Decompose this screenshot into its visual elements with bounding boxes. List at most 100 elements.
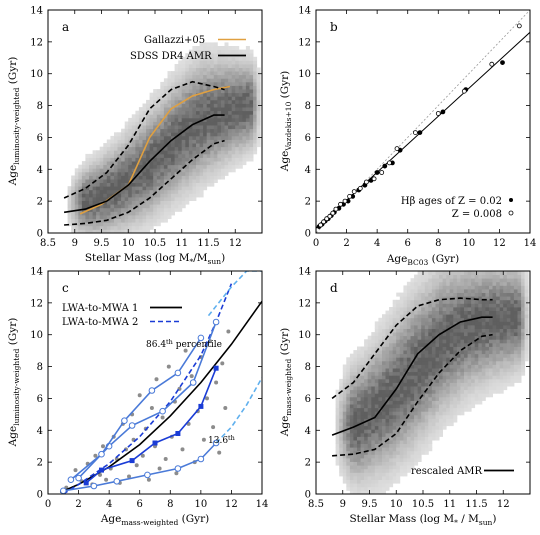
density-cell <box>156 164 161 169</box>
density-cell <box>349 371 354 376</box>
density-cell <box>406 378 411 383</box>
density-cell <box>378 458 383 462</box>
density-cell <box>167 179 172 183</box>
y-tick-label: 8 <box>305 362 311 373</box>
density-cell <box>360 432 365 437</box>
x-tick-label: 6 <box>405 238 411 249</box>
density-cell <box>217 135 222 140</box>
density-cell <box>81 193 86 198</box>
density-cell <box>235 128 240 133</box>
density-cell <box>142 110 147 115</box>
density-cell <box>367 414 372 419</box>
density-cell <box>382 465 386 470</box>
density-cell <box>421 274 426 279</box>
density-cell <box>510 382 515 387</box>
density-cell <box>124 121 129 126</box>
density-cell <box>478 314 483 319</box>
density-cell <box>149 171 154 176</box>
density-cell <box>396 393 401 398</box>
x-tick-label: 12 <box>497 499 510 510</box>
density-cell <box>410 325 415 329</box>
density-cell <box>203 60 208 65</box>
density-cell <box>456 407 461 412</box>
density-cell <box>185 114 190 119</box>
density-cell <box>371 436 376 441</box>
density-cell <box>160 96 165 101</box>
density-cell <box>181 143 186 148</box>
density-cell <box>406 292 411 297</box>
density-cell <box>71 182 76 187</box>
density-cell <box>357 414 361 419</box>
density-cell <box>417 447 422 452</box>
density-cell <box>435 303 440 308</box>
density-cell <box>506 375 511 380</box>
density-cell <box>67 211 72 216</box>
density-cell <box>228 74 233 79</box>
density-cell <box>85 164 90 169</box>
density-cell <box>89 153 93 158</box>
density-cell <box>245 107 250 112</box>
density-cell <box>131 135 136 140</box>
density-cell <box>456 325 461 329</box>
density-cell <box>503 368 508 373</box>
annotation-upper-percentile: 86.4th percentile <box>146 338 222 350</box>
density-cell <box>238 103 243 108</box>
density-cell <box>138 197 143 201</box>
density-cell <box>385 447 390 452</box>
density-cell <box>439 292 443 297</box>
density-cell <box>442 371 447 376</box>
density-cell <box>121 164 126 169</box>
density-cell <box>399 303 404 308</box>
density-cell <box>235 132 240 137</box>
density-cell <box>360 465 365 470</box>
density-cell <box>196 146 200 151</box>
density-cell <box>399 404 404 409</box>
density-cell <box>524 314 529 319</box>
density-cell <box>210 49 215 54</box>
density-cell <box>367 346 372 351</box>
density-cell <box>374 386 379 391</box>
density-cell <box>364 440 369 444</box>
density-cell <box>474 339 479 344</box>
density-cell <box>478 353 483 358</box>
density-cell <box>489 296 493 301</box>
density-cell <box>428 335 433 340</box>
density-cell <box>396 422 401 427</box>
density-cell <box>245 103 250 108</box>
density-cell <box>163 85 168 90</box>
density-cell <box>128 143 133 148</box>
density-cell <box>521 332 526 337</box>
density-cell <box>399 332 404 337</box>
y-axis-label-b: AgeVazdekis+10 (Gyr) <box>279 71 293 172</box>
density-cell <box>474 371 479 376</box>
density-cell <box>242 67 247 72</box>
density-cell <box>188 193 193 198</box>
density-cell <box>374 458 379 462</box>
density-cell <box>92 182 97 187</box>
density-cell <box>224 150 229 155</box>
density-cell <box>357 490 361 494</box>
density-cell <box>235 96 240 101</box>
density-cell <box>178 121 183 126</box>
density-cell <box>435 285 440 290</box>
density-cell <box>399 353 404 358</box>
density-cell <box>449 339 454 344</box>
density-cell <box>396 353 401 358</box>
density-cell <box>160 218 165 223</box>
density-cell <box>464 386 468 391</box>
density-cell <box>138 215 143 219</box>
scatter-point <box>101 444 105 449</box>
density-cell <box>417 396 422 401</box>
density-cell <box>374 447 379 452</box>
density-cell <box>89 157 93 162</box>
density-cell <box>431 296 436 301</box>
density-cell <box>174 193 179 198</box>
series-marker-circle <box>189 379 197 386</box>
density-cell <box>110 143 115 148</box>
density-cell <box>367 454 372 459</box>
density-cell <box>421 375 426 380</box>
density-cell <box>178 175 183 180</box>
density-cell <box>224 121 229 126</box>
density-cell <box>506 310 511 315</box>
density-cell <box>103 161 108 166</box>
